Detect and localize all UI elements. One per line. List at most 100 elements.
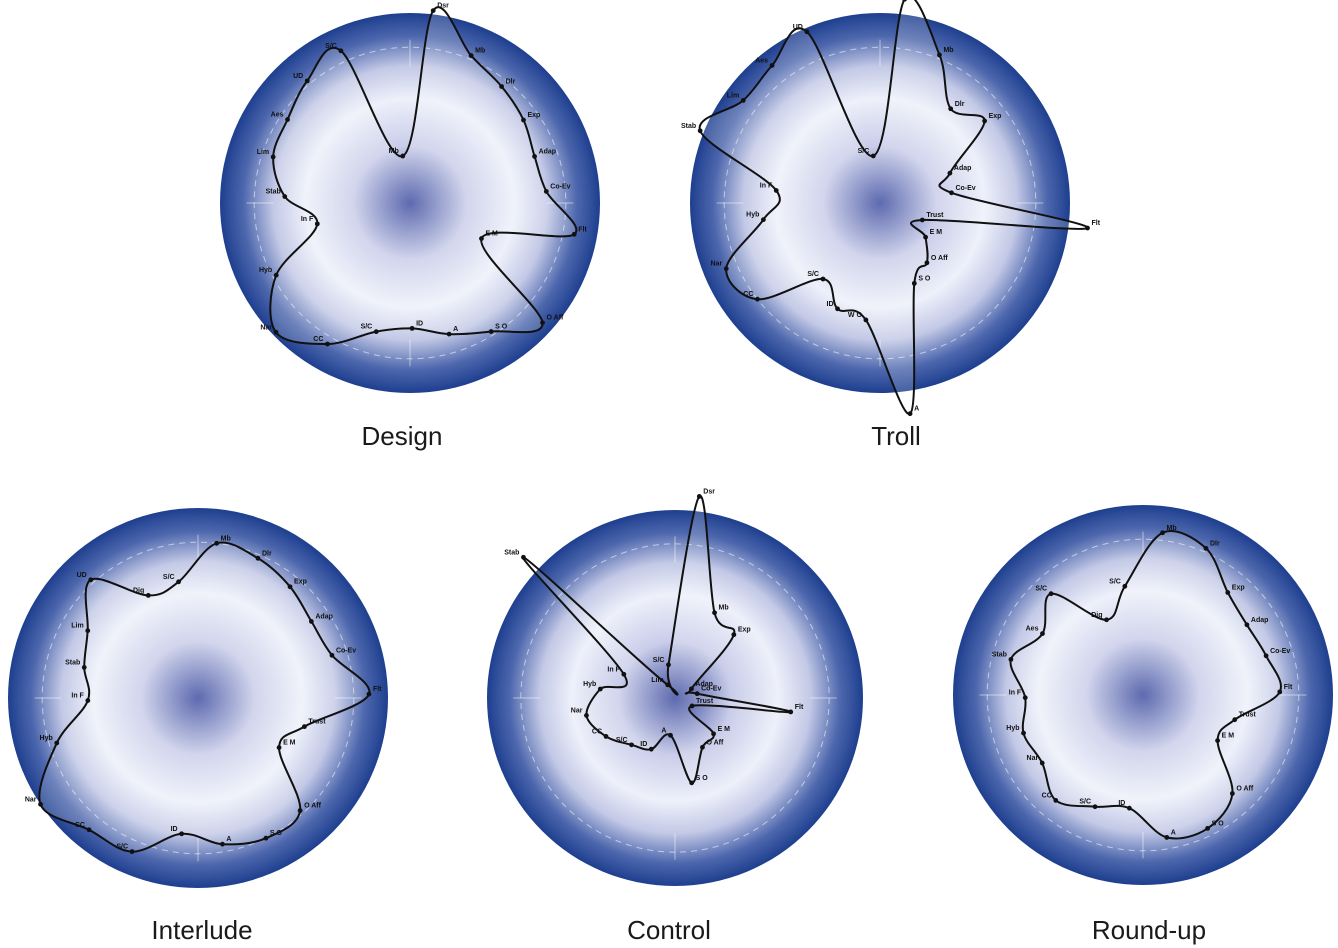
profile-point [1203, 545, 1209, 551]
profile-point-label: Dig [1091, 612, 1102, 619]
profile-point [81, 664, 87, 670]
profile-point [1039, 760, 1045, 766]
profile-point-label: Adap [315, 613, 333, 620]
profile-point-label: Exp [528, 112, 541, 119]
profile-point-label: Exp [989, 113, 1002, 120]
profile-point [1225, 590, 1231, 595]
profile-point [1205, 825, 1211, 831]
profile-point-label: Nar [260, 324, 272, 331]
profile-point [314, 221, 320, 227]
profile-point [276, 745, 282, 750]
profile-point-label: S/C [807, 271, 819, 278]
profile-point [769, 63, 775, 68]
profile-point-label: CC [313, 336, 323, 343]
profile-point [773, 188, 779, 193]
profile-point [54, 740, 60, 746]
profile-point [603, 734, 609, 739]
profile-point [835, 306, 840, 312]
profile-point-label: Stab [266, 189, 281, 196]
profile-point [1122, 583, 1128, 589]
profile-point [145, 593, 151, 598]
profile-point [700, 744, 705, 750]
profile-point-label: A [661, 727, 666, 734]
profile-point [521, 117, 526, 123]
profile-point [1092, 804, 1098, 810]
profile-point-label: S O [495, 324, 508, 331]
panel-disc [220, 13, 600, 393]
profile-point-label: O Aff [547, 315, 565, 322]
profile-point [338, 48, 344, 54]
profile-point [88, 577, 94, 583]
panel-caption-round-up: Round-up [1091, 915, 1207, 945]
profile-point [1053, 798, 1059, 803]
profile-point-label: S O [270, 830, 283, 837]
profile-point-label: S O [918, 275, 931, 282]
profile-point-label: CC [592, 728, 602, 735]
profile-point [270, 154, 276, 160]
profile-point-label: Hyb [40, 735, 53, 742]
profile-point-label: Mb [389, 148, 399, 155]
profile-point-label: S/C [1109, 578, 1121, 585]
profile-point-label: ID [171, 826, 178, 833]
profile-point-label: UD [77, 572, 87, 579]
profile-point [179, 831, 185, 837]
profile-point [446, 331, 452, 337]
profile-point [273, 329, 279, 335]
profile-point-label: Hyb [259, 267, 272, 274]
profile-point-label: Flt [373, 686, 382, 693]
profile-point-label: Aes [1026, 626, 1039, 633]
profile-point [820, 276, 826, 282]
profile-point [696, 494, 702, 499]
profile-point-label: O Aff [304, 803, 322, 810]
profile-point-label: Lim [257, 149, 269, 156]
profile-point [468, 53, 474, 58]
profile-point-label: CC [1042, 792, 1052, 799]
profile-point-label: Dsr [437, 3, 449, 10]
profile-point [220, 841, 225, 847]
profile-point [1085, 225, 1090, 231]
profile-point-label: In F [71, 693, 84, 700]
profile-point [129, 849, 135, 855]
profile-point-label: Flt [795, 704, 804, 711]
polar-panel-round-up: Mb Dlr Exp Adap Co-Ev Flt Trust E M O Aff S O A ID S… [953, 505, 1333, 885]
profile-point-label: ID [827, 301, 834, 308]
profile-point [521, 554, 526, 560]
profile-point [282, 194, 288, 199]
profile-point-label: Hyb [1006, 725, 1019, 732]
profile-point [740, 97, 746, 103]
profile-point-label: Stab [504, 549, 519, 556]
profile-point-label: Stab [681, 123, 696, 130]
profile-point-label: S/C [1079, 799, 1091, 806]
profile-point [1277, 689, 1283, 695]
profile-point [287, 584, 293, 590]
profile-point [648, 746, 654, 752]
profile-point-label: A [1171, 829, 1176, 836]
panel-disc [8, 508, 388, 888]
profile-point [711, 731, 716, 737]
profile-point-label: In F [607, 666, 620, 673]
profile-point [907, 411, 913, 417]
profile-point-label: ID [416, 320, 423, 327]
profile-point-label: E M [718, 726, 731, 733]
profile-point-label: O Aff [706, 739, 724, 746]
profile-point [325, 341, 330, 347]
profile-point [1048, 591, 1054, 597]
profile-point-label: E M [930, 229, 943, 236]
profile-point [255, 555, 261, 561]
profile-point [285, 117, 290, 122]
polar-panel-interlude: Mb Dlr Exp Adap Co-Ev Flt Trust E M O Aff S O A ID S… [8, 508, 388, 888]
profile-point [430, 8, 436, 13]
profile-point-label: Nar [711, 261, 723, 268]
profile-point [755, 296, 760, 302]
profile-point [1244, 622, 1250, 628]
profile-point [479, 236, 484, 241]
profile-point-label: A [453, 326, 458, 333]
profile-curve [698, 0, 1089, 415]
profile-point-label: Co-Ev [701, 686, 721, 693]
profile-point-label: Trust [1239, 712, 1257, 719]
profile-point-label: O Aff [931, 255, 949, 262]
profile-point-label: A [226, 836, 231, 843]
